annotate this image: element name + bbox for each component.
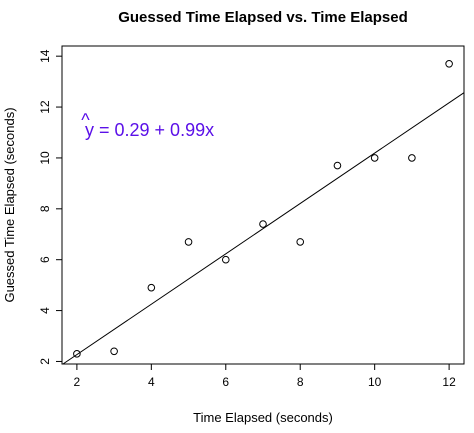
x-axis-label: Time Elapsed (seconds): [193, 410, 333, 425]
data-point: [370, 154, 379, 162]
y-tick-label: 6: [38, 256, 52, 263]
y-tick-label: 8: [38, 205, 52, 212]
data-points: [73, 60, 453, 358]
data-point: [73, 350, 81, 358]
x-tick-label: 10: [368, 375, 382, 389]
data-point: [259, 220, 267, 228]
equation-hat-symbol: ^: [81, 110, 90, 130]
data-point: [221, 255, 230, 264]
data-point: [184, 238, 193, 246]
data-point: [296, 238, 305, 246]
x-tick-label: 8: [297, 375, 304, 389]
equation-hat-variable: y: [85, 120, 94, 140]
x-tick-label: 4: [148, 375, 155, 389]
x-tick-label: 6: [222, 375, 229, 389]
y-tick-label: 2: [38, 358, 52, 365]
data-point: [110, 347, 118, 356]
y-tick-label: 4: [38, 307, 52, 314]
data-point: [147, 283, 156, 292]
x-tick-label: 12: [442, 375, 456, 389]
y-tick-label: 10: [38, 151, 52, 165]
regression-line: [62, 92, 465, 365]
y-tick-label: 12: [38, 100, 52, 114]
data-point: [408, 154, 416, 162]
y-axis-label: Guessed Time Elapsed (seconds): [2, 107, 17, 302]
x-tick-label: 2: [74, 375, 81, 389]
plot-frame: [61, 45, 465, 365]
y-tick-label: 14: [38, 49, 52, 63]
data-point: [445, 60, 453, 68]
x-axis: 2 4 6 8 10 12: [74, 364, 456, 389]
regression-equation: ^ y = 0.29 + 0.99x: [81, 110, 214, 140]
equation-text: y = 0.29 + 0.99x: [85, 120, 214, 140]
equation-body: = 0.29 + 0.99x: [94, 120, 214, 140]
y-axis: 2 4 6 8 10 12 14: [38, 49, 62, 365]
data-point: [333, 161, 342, 170]
chart-title: Guessed Time Elapsed vs. Time Elapsed: [118, 9, 408, 26]
